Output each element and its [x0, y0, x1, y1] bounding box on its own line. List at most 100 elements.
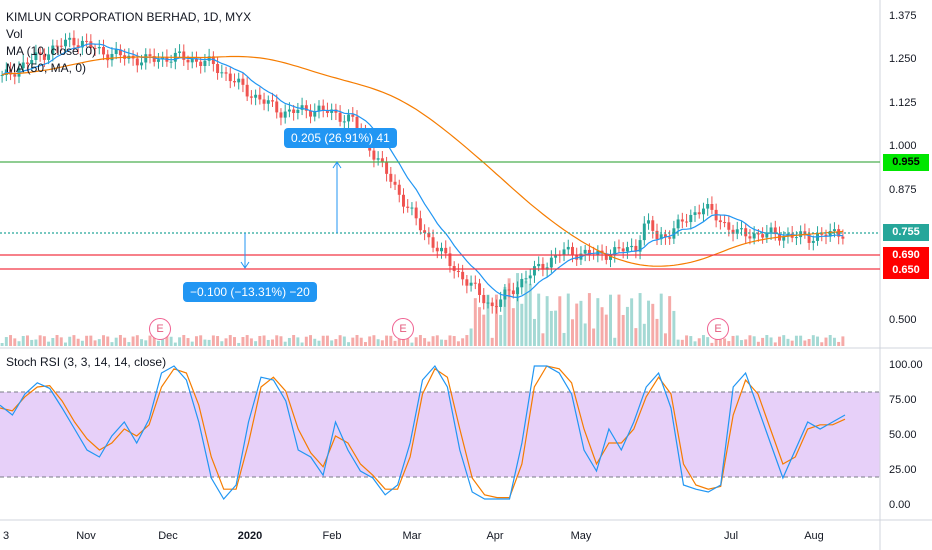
candle-body	[562, 249, 566, 256]
volume-bar	[558, 296, 562, 346]
candle-body	[735, 229, 739, 234]
ma-slow-line	[1, 55, 843, 267]
candle-body	[68, 37, 72, 40]
candle-body	[617, 247, 621, 249]
candle-body	[520, 278, 524, 288]
volume-bar	[114, 337, 118, 346]
volume-bar	[701, 335, 705, 346]
volume-bar	[127, 342, 131, 346]
earnings-marker-icon[interactable]: E	[707, 318, 729, 340]
volume-bar	[102, 335, 105, 346]
volume-bar	[13, 338, 17, 346]
candle-body	[773, 227, 777, 235]
volume-bar	[292, 335, 296, 346]
candle-body	[723, 222, 727, 224]
volume-bar	[271, 339, 274, 346]
candle-body	[262, 99, 266, 104]
price-tag-0690: 0.690	[883, 247, 929, 264]
earnings-marker-icon[interactable]: E	[149, 318, 171, 340]
volume-bar	[414, 337, 418, 346]
volume-bar	[249, 338, 253, 346]
volume-bar	[72, 335, 76, 346]
volume-bar	[596, 298, 600, 346]
candle-body	[807, 234, 811, 243]
volume-bar	[663, 333, 667, 346]
volume-bar	[697, 338, 701, 346]
volume-bar	[359, 337, 363, 346]
candle-body	[355, 116, 359, 129]
candle-body	[271, 100, 274, 102]
candle-body	[406, 206, 410, 208]
volume-bar	[4, 337, 8, 346]
price-tick: 1.250	[889, 53, 917, 65]
volume-bar	[773, 342, 777, 346]
candle-body	[659, 234, 663, 240]
candle-body	[782, 236, 786, 241]
candle-body	[161, 56, 165, 60]
volume-bar	[325, 335, 329, 346]
volume-bar	[241, 337, 245, 346]
candle-body	[342, 121, 346, 123]
volume-bar	[486, 294, 490, 346]
volume-bar	[211, 335, 215, 346]
stoch-rsi-k-line	[0, 364, 846, 501]
time-tick: Aug	[804, 530, 824, 542]
volume-bar	[93, 340, 97, 346]
candle-body	[697, 212, 701, 215]
candle-body	[351, 114, 355, 117]
volume-bar	[47, 341, 51, 346]
candle-body	[30, 59, 34, 64]
candle-body	[473, 282, 477, 284]
candle-body	[794, 237, 798, 239]
candle-body	[51, 45, 55, 55]
volume-bar	[469, 328, 473, 346]
measure-down-label[interactable]: −0.100 (−13.31%) −20	[183, 282, 317, 302]
volume-bar	[794, 335, 798, 346]
candle-body	[469, 282, 473, 286]
volume-bar	[182, 335, 186, 346]
volume-bar	[165, 335, 169, 346]
candle-body	[228, 73, 232, 82]
volume-bar	[604, 314, 608, 346]
earnings-marker-icon[interactable]: E	[392, 318, 414, 340]
candle-body	[182, 51, 186, 60]
volume-bar	[85, 335, 89, 346]
volume-bar	[685, 335, 689, 346]
candle-body	[841, 236, 845, 239]
volume-bar	[402, 335, 405, 346]
candle-body	[651, 220, 655, 231]
volume-bar	[296, 337, 300, 346]
candle-body	[144, 54, 148, 63]
volume-bar	[600, 307, 604, 346]
candle-body	[9, 69, 13, 75]
candle-body	[330, 109, 334, 113]
volume-bar	[178, 337, 182, 346]
volume-bar	[444, 339, 448, 346]
candle-body	[634, 245, 638, 252]
candle-body	[799, 231, 803, 238]
candle-body	[490, 302, 494, 307]
volume-bar	[21, 335, 25, 346]
candle-body	[313, 111, 317, 117]
volume-bar	[478, 307, 482, 346]
candle-body	[372, 150, 376, 160]
rsi-tick: 100.00	[889, 359, 923, 371]
candle-body	[380, 158, 384, 162]
volume-bar	[571, 319, 574, 346]
volume-bar	[740, 340, 743, 346]
volume-bar	[148, 335, 152, 346]
candle-body	[275, 101, 279, 113]
candle-body	[630, 245, 634, 248]
volume-bar	[680, 339, 684, 346]
candle-body	[440, 247, 443, 252]
volume-bar	[347, 342, 351, 346]
volume-bar	[562, 332, 566, 346]
candle-body	[194, 58, 198, 62]
time-tick: Apr	[486, 530, 504, 542]
volume-bar	[545, 296, 549, 346]
measure-up-label[interactable]: 0.205 (26.91%) 41	[284, 128, 397, 148]
candlesticks	[0, 30, 845, 314]
volume-bar	[782, 335, 786, 346]
price-tag-0755: 0.755	[883, 224, 929, 241]
